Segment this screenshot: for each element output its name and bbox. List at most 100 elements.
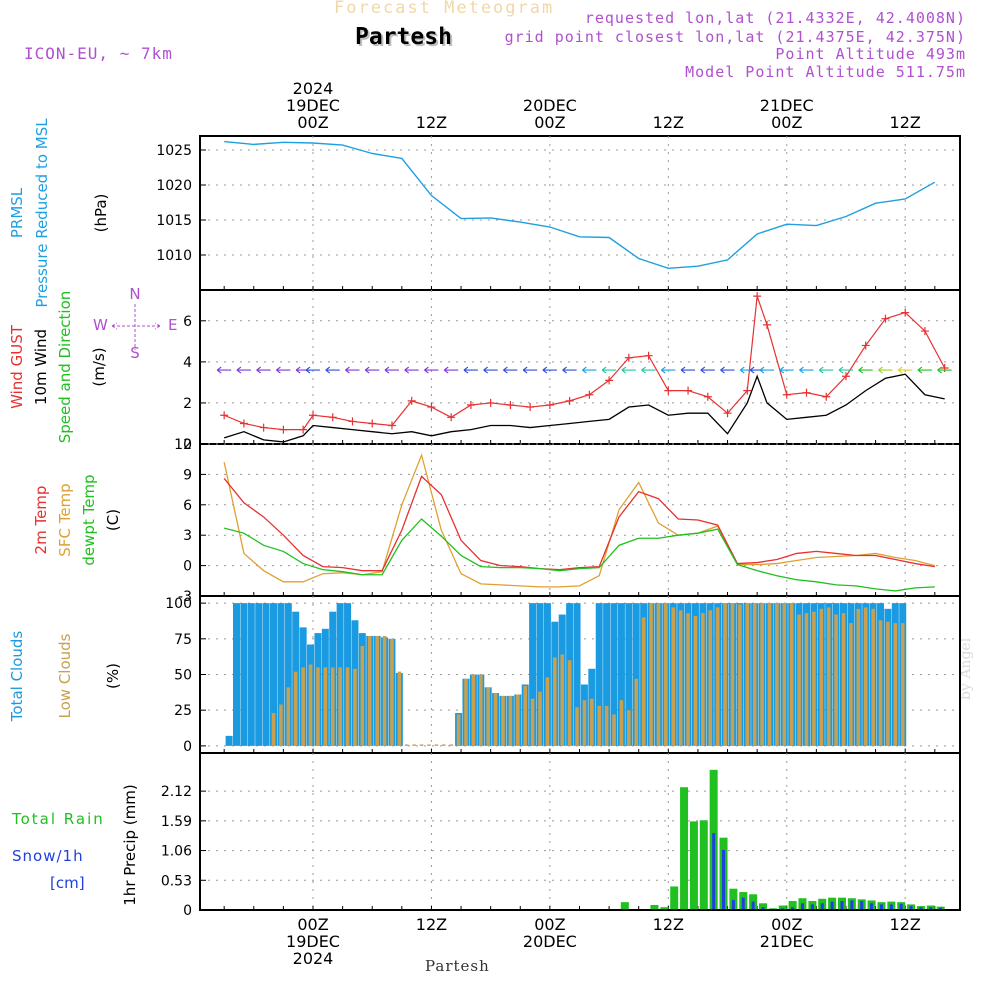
- y-tick-label: 100: [165, 596, 192, 612]
- gust-marker: [861, 341, 870, 350]
- gust-marker: [279, 425, 288, 434]
- low-cloud-bar: [530, 698, 535, 746]
- wind-direction-arrow: [483, 366, 498, 374]
- gust-marker: [723, 409, 732, 418]
- total-cloud-bar: [277, 603, 285, 746]
- gust-marker: [239, 419, 248, 428]
- top-time-label: 21DEC: [760, 96, 814, 115]
- low-cloud-bar: [516, 694, 520, 746]
- location-title: Partesh: [355, 24, 452, 50]
- wind-direction-arrow: [858, 366, 873, 374]
- bottom-time-label: 21DEC: [760, 932, 814, 951]
- top-time-label: 19DEC: [286, 96, 340, 115]
- y-tick-label: 1.59: [161, 814, 192, 830]
- total-cloud-bar: [284, 603, 292, 746]
- low-cloud-bar: [582, 700, 587, 746]
- low-cloud-bar: [863, 607, 868, 746]
- wind-direction-arrow: [345, 366, 360, 374]
- gust-marker: [753, 292, 762, 301]
- rain-bar: [660, 907, 669, 910]
- low-cloud-bar: [871, 608, 875, 746]
- total-cloud-bar: [536, 603, 544, 746]
- low-cloud-bar: [804, 613, 809, 746]
- y-tick-label: 6: [183, 314, 192, 330]
- gust-marker: [387, 421, 396, 430]
- wind-direction-arrow: [305, 366, 320, 374]
- low-cloud-bar: [627, 710, 631, 746]
- low-cloud-bar: [745, 603, 750, 746]
- low-cloud-bar: [493, 693, 498, 746]
- low-cloud-bar: [789, 603, 794, 746]
- snow-bar: [741, 897, 745, 910]
- top-time-label: 12Z: [416, 113, 447, 132]
- gust-marker: [220, 411, 229, 420]
- snow-bar: [751, 901, 755, 910]
- compass-e: E: [168, 316, 177, 334]
- y-tick-label: 2.12: [161, 784, 192, 800]
- wind-direction-arrow: [404, 366, 419, 374]
- ylabel-temp2m: 2m Temp: [32, 486, 50, 555]
- snow-bar: [939, 907, 943, 910]
- low-cloud-bar: [701, 613, 705, 746]
- compass-s: S: [130, 344, 140, 362]
- low-cloud-bar: [641, 617, 646, 746]
- snow-bar: [731, 899, 735, 910]
- rain-bar: [759, 903, 768, 910]
- rain-bar: [778, 905, 787, 910]
- compass-w: W: [93, 316, 108, 334]
- gust-marker: [585, 390, 594, 399]
- low-cloud-bar: [471, 674, 476, 746]
- wind-direction-arrow: [601, 366, 617, 374]
- total-cloud-bar: [595, 603, 603, 746]
- wind-direction-arrow: [700, 366, 715, 374]
- snow-bar: [870, 903, 874, 910]
- gust-marker: [466, 400, 475, 409]
- low-cloud-bar: [345, 667, 350, 746]
- y-tick-label: 1015: [156, 213, 192, 229]
- low-cloud-bar: [686, 613, 690, 746]
- low-cloud-bar: [486, 687, 490, 746]
- ylabel-speed-dir: Speed and Direction: [56, 291, 74, 444]
- ylabel-ms: (m/s): [90, 347, 108, 386]
- ylabel-hpa: (hPa): [92, 194, 110, 233]
- low-cloud-bar: [330, 667, 335, 746]
- low-cloud-bar: [279, 704, 283, 746]
- total-cloud-bar: [529, 603, 537, 746]
- ylabel-precip: 1hr Precip (mm): [121, 784, 139, 905]
- bottom-time-label: 12Z: [890, 915, 921, 934]
- low-cloud-bar: [782, 603, 787, 746]
- total-cloud-bar: [610, 603, 618, 746]
- wind-direction-arrow: [937, 366, 952, 374]
- y-tick-label: 0: [183, 903, 192, 919]
- low-cloud-bar: [293, 671, 298, 746]
- rain-bar: [689, 821, 698, 910]
- top-time-label: 20DEC: [523, 96, 577, 115]
- gust-marker: [763, 320, 772, 329]
- forecast-title: Forecast Meteogram: [334, 0, 555, 18]
- gust-marker: [605, 376, 614, 385]
- low-cloud-bar: [508, 695, 513, 746]
- total-cloud-bar: [255, 603, 263, 746]
- wind-direction-arrow: [582, 366, 597, 374]
- y-tick-label: 50: [174, 668, 192, 684]
- ylabel-percent: (%): [104, 663, 122, 689]
- total-cloud-bar: [240, 603, 248, 746]
- gust-marker: [526, 403, 535, 412]
- gust-marker: [624, 353, 633, 362]
- y-tick-label: 1020: [156, 178, 192, 194]
- gust-marker: [940, 364, 949, 373]
- wind-direction-arrow: [917, 366, 932, 374]
- point-altitude: Point Altitude 493m: [775, 45, 966, 63]
- wind-direction-arrow: [216, 366, 232, 374]
- low-cloud-bar: [619, 700, 624, 746]
- snow-bar: [791, 907, 795, 910]
- low-cloud-bar: [797, 614, 801, 746]
- bottom-time-label: 19DEC: [286, 932, 340, 951]
- gust-marker: [309, 411, 317, 420]
- snow-bar: [879, 904, 883, 910]
- snow-bar: [801, 903, 804, 910]
- low-cloud-bar: [893, 623, 898, 746]
- total-cloud-bar: [247, 603, 255, 746]
- y-tick-label: 1010: [156, 248, 192, 264]
- ylabel-gust: Wind GUST: [8, 324, 26, 409]
